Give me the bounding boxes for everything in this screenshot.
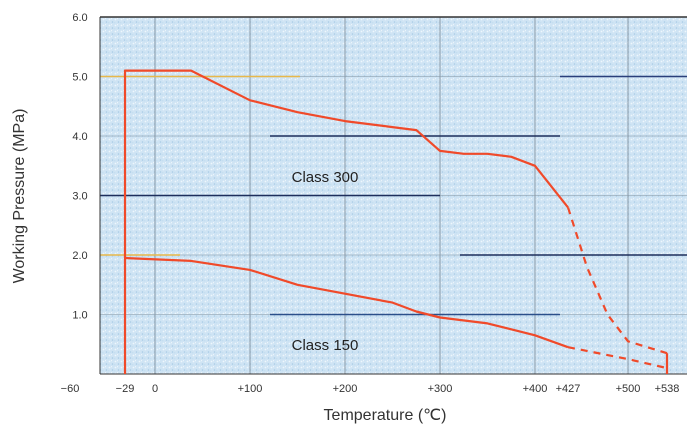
series-dashed-class-300 bbox=[566, 207, 668, 355]
series-line-class-150 bbox=[124, 256, 569, 349]
x-tick-label: +427 bbox=[556, 383, 581, 395]
y-tick-label: 3.0 bbox=[72, 191, 87, 203]
x-tick-label: −29 bbox=[116, 383, 135, 395]
x-tick-label: +500 bbox=[616, 383, 641, 395]
x-tick-label: +100 bbox=[238, 383, 263, 395]
y-axis-title: Working Pressure (MPa) bbox=[11, 109, 28, 284]
x-tick-label: −60 bbox=[61, 383, 80, 395]
x-tick-label: +538 bbox=[655, 383, 680, 395]
series-label-class-300: Class 300 bbox=[292, 169, 359, 186]
x-axis-title: Temperature (℃) bbox=[324, 407, 447, 424]
y-tick-label: 4.0 bbox=[72, 131, 87, 143]
y-tick-label: 1.0 bbox=[72, 310, 87, 322]
series-line-class-300 bbox=[123, 69, 569, 374]
x-tick-label: +400 bbox=[523, 383, 548, 395]
x-tick-label: +200 bbox=[333, 383, 358, 395]
series-group bbox=[123, 69, 669, 374]
tick-labels: −60 −29 0 +100 +200 +300 +400 +427 +500 +538 1.0 2.… bbox=[61, 12, 680, 395]
series-label-class-150: Class 150 bbox=[292, 337, 359, 354]
y-tick-label: 2.0 bbox=[72, 250, 87, 262]
x-tick-label: +300 bbox=[428, 383, 453, 395]
x-tick-label: 0 bbox=[152, 383, 158, 395]
y-tick-label: 5.0 bbox=[72, 72, 87, 84]
y-tick-label: 6.0 bbox=[72, 12, 87, 24]
